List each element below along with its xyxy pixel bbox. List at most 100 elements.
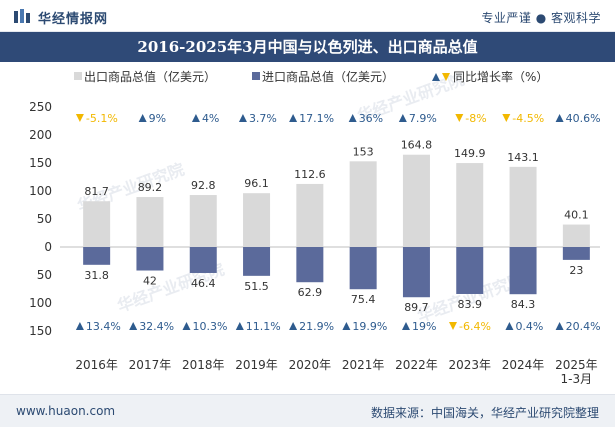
export-growth-label: -8% (455, 112, 487, 125)
x-tick-label: 2020年 (289, 358, 332, 372)
import-growth-label-text: -6.4% (459, 320, 491, 333)
up-arrow-icon (342, 322, 351, 330)
y-tick-label: 200 (29, 128, 52, 142)
up-arrow-icon (398, 114, 407, 122)
up-arrow-icon (129, 322, 138, 330)
up-arrow-icon (289, 322, 298, 330)
site-url[interactable]: www.huaon.com (16, 404, 116, 418)
export-value-label: 164.8 (401, 139, 433, 152)
down-arrow-icon (449, 322, 457, 330)
y-tick-label: 100 (29, 296, 52, 310)
import-value-label: 89.7 (404, 301, 429, 314)
brand-name: 华经情报网 (38, 12, 109, 27)
export-growth-label: 7.9% (398, 112, 437, 125)
import-growth-label: 21.9% (289, 320, 334, 333)
up-arrow-icon (555, 114, 564, 122)
export-growth-label: 4% (191, 112, 219, 125)
legend-down-arrow-icon (442, 73, 450, 81)
import-growth-label-text: 10.3% (193, 320, 228, 333)
export-value-label: 143.1 (507, 151, 539, 164)
export-value-label: 96.1 (244, 177, 269, 190)
x-tick-label: 2016年 (75, 358, 118, 372)
import-value-label: 84.3 (511, 298, 536, 311)
import-growth-label: 19% (402, 320, 436, 333)
x-tick-label: 2019年 (235, 358, 278, 372)
y-tick-label: 0 (44, 240, 52, 254)
export-bar (402, 154, 430, 247)
import-growth-label: 32.4% (129, 320, 174, 333)
logo-icon (14, 9, 30, 23)
up-arrow-icon (289, 114, 298, 122)
import-growth-label: 10.3% (182, 320, 228, 333)
import-growth-label-text: 0.4% (515, 320, 543, 333)
export-value-label: 149.9 (454, 147, 486, 160)
export-growth-label: 3.7% (238, 112, 277, 125)
export-growth-label-text: 7.9% (409, 112, 437, 125)
import-bar (243, 247, 271, 276)
import-value-label: 83.9 (458, 298, 483, 311)
x-tick-label: 2017年 (129, 358, 172, 372)
up-arrow-icon (75, 322, 84, 330)
export-growth-label-text: 17.1% (299, 112, 334, 125)
title-bar: 2016-2025年3月中国与以色列进、出口商品总值 (0, 32, 615, 62)
import-bar (296, 247, 324, 283)
import-growth-label: 11.1% (235, 320, 281, 333)
import-bar (189, 247, 217, 273)
export-growth-label: 17.1% (289, 112, 334, 125)
import-bar (509, 247, 537, 295)
x-tick-label: 2024年 (502, 358, 545, 372)
top-bar: 华经情报网 专业严谨 ● 客观科学 (0, 0, 615, 32)
import-growth-label-text: 21.9% (299, 320, 334, 333)
import-value-label: 62.9 (298, 286, 323, 299)
export-growth-label-text: 36% (359, 112, 383, 125)
import-value-label: 51.5 (244, 280, 269, 293)
export-growth-label: 36% (348, 112, 383, 125)
up-arrow-icon (402, 322, 410, 330)
export-bar (456, 163, 484, 247)
export-growth-label-text: -4.5% (512, 112, 544, 125)
import-growth-label-text: 20.4% (566, 320, 601, 333)
legend-label-import: 进口商品总值（亿美元） (262, 69, 394, 84)
import-value-label: 46.4 (191, 277, 216, 290)
import-bar (562, 247, 590, 260)
export-growth-label-text: -8% (465, 112, 486, 125)
legend-swatch-import (252, 72, 260, 80)
export-bar (136, 197, 164, 247)
import-bar (83, 247, 111, 265)
export-growth-label: 40.6% (555, 112, 601, 125)
import-value-label: 31.8 (84, 269, 109, 282)
export-bar (243, 193, 271, 247)
export-growth-label: -4.5% (502, 112, 544, 125)
import-growth-label-text: 13.4% (86, 320, 121, 333)
import-growth-label-text: 32.4% (139, 320, 174, 333)
export-bar (562, 224, 590, 247)
export-growth-label-text: 4% (202, 112, 219, 125)
down-arrow-icon (502, 114, 511, 122)
down-arrow-icon (455, 114, 464, 122)
up-arrow-icon (235, 322, 244, 330)
export-value-label: 153 (353, 145, 374, 158)
legend-label-export: 出口商品总值（亿美元） (84, 69, 216, 84)
import-bar (349, 247, 377, 290)
up-arrow-icon (238, 114, 247, 122)
import-growth-label-text: 11.1% (246, 320, 281, 333)
export-bar (296, 183, 324, 247)
x-tick-label: 2018年 (182, 358, 225, 372)
x-tick-label: 2021年 (342, 358, 385, 372)
y-tick-label: 150 (29, 324, 52, 338)
export-bar (83, 201, 111, 247)
x-tick-label: 2022年 (395, 358, 438, 372)
import-growth-label: 0.4% (505, 320, 543, 333)
y-tick-label: 250 (29, 100, 52, 114)
chart-area: 华经产业研究院 华经产业研究院 华经产业研究院 华经产业研究院 出口商品总值（亿… (29, 69, 601, 386)
import-bar (136, 247, 164, 271)
export-growth-label: 9% (138, 112, 166, 125)
y-tick-label: 100 (29, 184, 52, 198)
export-value-label: 92.8 (191, 179, 216, 192)
import-growth-label: 19.9% (342, 320, 387, 333)
export-growth-label-text: 3.7% (249, 112, 277, 125)
export-growth-label-text: -5.1% (86, 112, 118, 125)
data-labels: 81.7 31.8 -5.1% 13.4% 89.2 42 9% 32.4% 92.8 46.4 4… (75, 112, 601, 333)
bars (83, 154, 590, 298)
y-tick-label: 50 (37, 268, 52, 282)
